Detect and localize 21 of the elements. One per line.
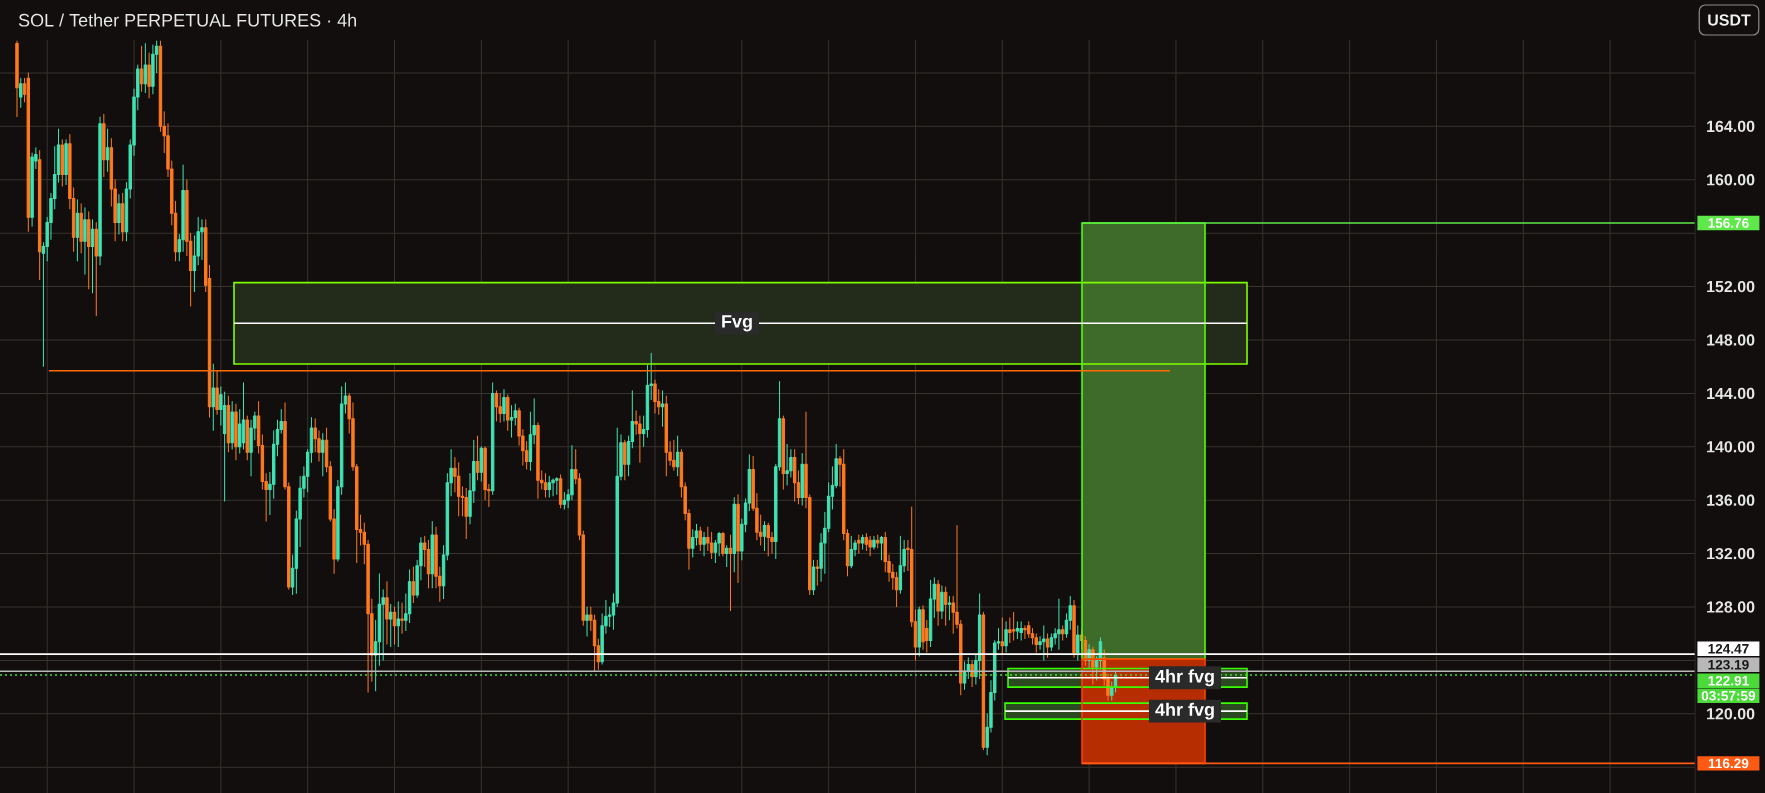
y-tick-label: 128.00 [1707,601,1755,613]
ref-line-label: 156.76 [1708,218,1749,228]
ref-line-label: 122.91 [1708,675,1749,686]
y-tick-label: 164.00 [1707,120,1755,133]
text: 03:57:59 [1701,690,1756,701]
y-tick-label: 140.00 [1707,441,1755,453]
chart-title: SOL / Tether PERPETUAL FUTURES · 4h [18,13,356,27]
ref-line-label: 124.47 [1708,643,1749,654]
ref-line-label: Fvg [722,315,752,332]
y-tick-label: 152.00 [1707,280,1755,293]
y-tick-label: 136.00 [1707,494,1755,506]
ref-line-label: 4hr fvg [1155,702,1214,720]
ref-line-label: 123.19 [1708,659,1749,670]
y-tick-label: 144.00 [1707,387,1755,400]
ref-line-label: 4hr fvg [1155,669,1214,687]
y-tick-label: 148.00 [1707,334,1755,346]
y-tick-label: 160.00 [1707,174,1755,186]
y-tick-label: 120.00 [1707,708,1755,720]
y-axis-title: USDT [1708,14,1751,26]
y-tick-label: 132.00 [1707,547,1755,560]
ref-line-label: 116.29 [1708,758,1749,769]
